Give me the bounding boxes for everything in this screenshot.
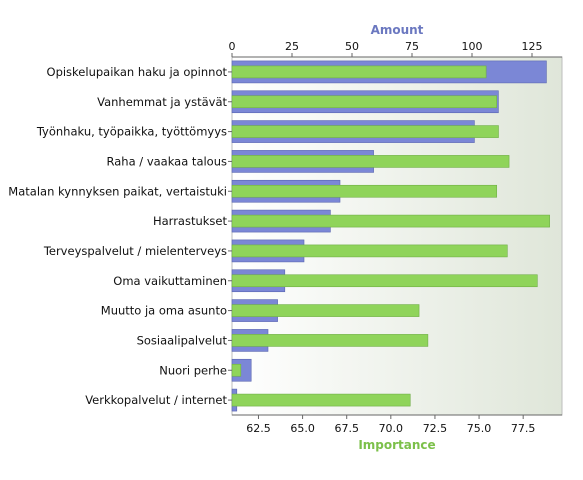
importance-tick-label: 72.5 (423, 422, 448, 435)
importance-tick-label: 70.0 (379, 422, 404, 435)
importance-tick-label: 75.0 (467, 422, 492, 435)
importance-tick-label: 77.5 (511, 422, 536, 435)
importance-axis-title: Importance (358, 438, 435, 452)
category-label: Sosiaalipalvelut (137, 333, 228, 347)
importance-bar (231, 65, 487, 79)
importance-tick-label: 62.5 (246, 422, 271, 435)
importance-bar (231, 363, 242, 377)
importance-series (231, 65, 550, 407)
amount-axis-title: Amount (371, 23, 424, 37)
amount-axis: 0 25 50 75 100 125 (229, 40, 562, 58)
amount-tick-label: 100 (462, 40, 483, 53)
importance-bar (231, 95, 498, 109)
importance-bar (231, 274, 538, 288)
amount-tick-label: 50 (345, 40, 359, 53)
importance-bar (231, 334, 429, 347)
plot-area (231, 56, 563, 416)
importance-bar (231, 125, 499, 138)
category-label: Harrastukset (153, 214, 228, 228)
amount-tick-label: 125 (522, 40, 543, 53)
category-label: Vanhemmat ja ystävät (97, 95, 227, 109)
importance-bar (231, 214, 550, 228)
category-label: Opiskelupaikan haku ja opinnot (47, 65, 228, 79)
category-axis: Opiskelupaikan haku ja opinnot Vanhemmat … (8, 65, 232, 407)
category-label: Matalan kynnyksen paikat, vertaistuki (8, 184, 227, 198)
importance-bar (231, 393, 411, 407)
importance-bar (231, 155, 510, 168)
category-label: Oma vaikuttaminen (113, 274, 227, 288)
category-label: Nuori perhe (159, 363, 227, 377)
amount-tick-label: 0 (229, 40, 236, 53)
category-label: Terveyspalvelut / mielenterveys (43, 244, 227, 258)
importance-tick-label: 65.0 (290, 422, 315, 435)
importance-bar (231, 244, 508, 258)
category-label: Verkkopalvelut / internet (85, 393, 227, 407)
category-label: Työnhaku, työpaikka, työttömyys (36, 125, 227, 139)
amount-tick-label: 75 (405, 40, 419, 53)
category-label: Muutto ja oma asunto (101, 304, 227, 318)
importance-tick-label: 67.5 (334, 422, 359, 435)
amount-tick-label: 25 (285, 40, 299, 53)
importance-bar (231, 304, 420, 317)
category-label: Raha / vaakaa talous (107, 154, 227, 168)
importance-axis: 62.5 65.0 67.5 70.0 72.5 75.0 77.5 (232, 414, 562, 435)
importance-bar (231, 184, 498, 198)
